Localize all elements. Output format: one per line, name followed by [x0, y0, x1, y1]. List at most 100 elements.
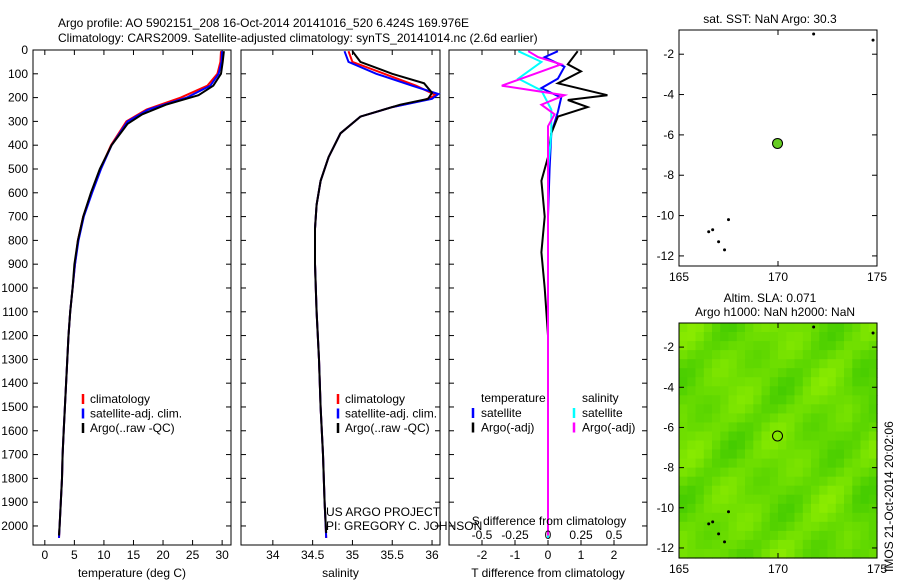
- sla-map-cell: [786, 539, 796, 550]
- sla-map-cell: [728, 467, 738, 478]
- sla-map-cell: [794, 458, 804, 469]
- sla-map-cell: [802, 422, 812, 432]
- sla-map-cell: [728, 350, 738, 360]
- sla-map-cell: [720, 494, 730, 505]
- sla-map-cell: [695, 467, 705, 478]
- sla-map-cell: [736, 503, 746, 514]
- sla-map-cell: [852, 440, 862, 451]
- salinity-series-argo: [314, 50, 434, 534]
- sla-map-cell: [794, 332, 804, 342]
- diff-legend-label: satellite: [582, 406, 623, 420]
- sla-map-cell: [786, 485, 796, 496]
- diff-legend-label: satellite: [481, 406, 522, 420]
- sla-map-cell: [769, 350, 779, 360]
- sla-map-cell: [819, 413, 829, 423]
- sla-map-cell: [868, 494, 878, 505]
- sla-map-cell: [728, 323, 738, 333]
- sla-map-cell: [852, 395, 862, 405]
- sla-map-cell: [868, 395, 878, 405]
- sla-map-cell: [868, 350, 878, 360]
- sla-map-cell: [844, 413, 853, 423]
- sla-map-cell: [794, 323, 804, 333]
- sla-map-cell: [753, 341, 763, 351]
- sla-map-cell: [745, 503, 754, 514]
- sla-map-cell: [761, 440, 771, 451]
- sla-map-cell: [695, 431, 705, 442]
- sla-map-cell: [687, 350, 697, 360]
- sla-map-cell: [835, 368, 845, 378]
- sla-map-cell: [786, 476, 796, 487]
- sla-map-cell: [712, 494, 721, 505]
- sla-map-cell: [753, 431, 763, 442]
- sla-map-cell: [712, 404, 721, 414]
- temperature-xtick-label: 25: [186, 548, 200, 562]
- sla-map-cell: [802, 413, 812, 423]
- sla-map-cell: [827, 404, 837, 414]
- sla-map-cell: [778, 359, 787, 369]
- sla-map-cell: [761, 341, 771, 351]
- sla-map-cell: [753, 368, 763, 378]
- sla-map-cell: [868, 368, 878, 378]
- s-diff-tick-label: 0.25: [569, 528, 593, 542]
- sla-map-cell: [753, 323, 763, 333]
- sla-map-ytick-label: -12: [657, 541, 675, 555]
- sla-map-cell: [852, 422, 862, 432]
- sla-map-cell: [720, 449, 730, 460]
- sla-map-cell: [844, 386, 853, 396]
- sla-map-cell: [720, 521, 730, 532]
- sla-map-cell: [844, 395, 853, 405]
- sla-map-cell: [868, 458, 878, 469]
- sla-map-cell: [827, 350, 837, 360]
- sst-map-island: [717, 240, 721, 244]
- sla-map-cell: [819, 323, 829, 333]
- sla-map-cell: [736, 467, 746, 478]
- temperature-series-sat: [58, 51, 224, 538]
- sla-map-cell: [802, 494, 812, 505]
- difference-series-sat_s: [516, 50, 553, 538]
- sla-map-cell: [712, 395, 721, 405]
- sst-map-xtick-label: 175: [867, 270, 887, 284]
- sla-map-cell: [745, 485, 754, 496]
- sla-map-cell: [860, 413, 870, 423]
- sla-map-cell: [736, 377, 746, 387]
- sla-map-cell: [827, 485, 837, 496]
- sla-map-cell: [720, 341, 730, 351]
- sla-map-cell: [679, 359, 688, 369]
- sla-map-cell: [794, 449, 804, 460]
- sst-map-panel: 165 170 175 -2 -4 -6 -8 -10 -12: [657, 29, 887, 284]
- sla-map-cell: [761, 377, 771, 387]
- sla-map-cell: [794, 350, 804, 360]
- sla-map-cell: [720, 467, 730, 478]
- sla-map-cell: [819, 377, 829, 387]
- sla-map-cell: [786, 549, 796, 559]
- sla-map-cell: [778, 341, 787, 351]
- sla-map-cell: [786, 368, 796, 378]
- sla-map-cell: [835, 386, 845, 396]
- sla-map-cell: [679, 440, 688, 451]
- sla-map-cell: [860, 440, 870, 451]
- sla-map-cell: [802, 377, 812, 387]
- sla-map-cell: [802, 404, 812, 414]
- sla-map-cell: [819, 494, 829, 505]
- sla-map-cell: [712, 350, 721, 360]
- temperature-panel: 0 5 10 15 20 25 300100200300400500600700800900…: [1, 43, 232, 562]
- sla-map-cell: [745, 341, 754, 351]
- sla-map-cell: [761, 395, 771, 405]
- sla-map-cell: [852, 368, 862, 378]
- sla-map-cell: [728, 440, 738, 451]
- temperature-xtick-label: 20: [156, 548, 170, 562]
- sla-map-cell: [852, 404, 862, 414]
- sla-map-cell: [728, 476, 738, 487]
- sla-map-cell: [811, 377, 820, 387]
- sla-map-cell: [712, 485, 721, 496]
- sla-map-cell: [695, 503, 705, 514]
- sst-map-ytick-label: -2: [663, 47, 674, 61]
- salinity-xtick-label: 34.5: [301, 548, 325, 562]
- temperature-legend-label: climatology: [90, 392, 150, 406]
- sla-map-cell: [736, 476, 746, 487]
- sla-map-cell: [819, 485, 829, 496]
- sla-map-cell: [802, 512, 812, 523]
- sla-map-ytick-label: -2: [663, 340, 674, 354]
- sla-map-cell: [769, 503, 779, 514]
- sla-map-cell: [695, 494, 705, 505]
